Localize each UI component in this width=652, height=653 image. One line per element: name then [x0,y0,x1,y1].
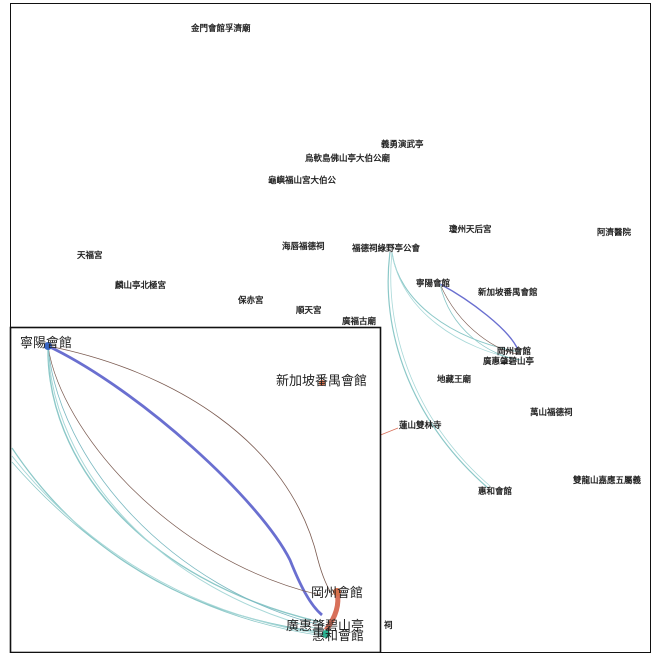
inset-label-ningyang: 寧陽會館 [20,335,72,351]
edge-ningyang-huiyi [439,283,521,361]
inset-label-huiyi: 廣惠肇碧山亭 [286,618,364,634]
label-fude: 福德祠綠野亭公會 [351,243,421,254]
label-huiyi: 廣惠肇碧山亭 [482,356,535,367]
inset-panel: 寧陽會館 新加坡番禺會館 岡州會館 廣惠肇碧山亭 惠和會館 [9,326,382,653]
label-haichun: 海唇福德祠 [282,241,325,252]
edge-ningyang-gangzhou-2 [439,283,519,355]
inset-edge-teal-left-2 [11,455,323,635]
label-linshan: 麟山亭北極宮 [115,280,167,291]
node-huihe [322,630,330,638]
label-wuyu: 烏軟島佛山亭大伯公廟 [305,153,391,164]
inset-edge-teal-3 [47,345,326,627]
label-shuanglong: 雙龍山嘉應五屬義 [573,475,642,486]
label-lianshan: 蓮山雙林寺 [399,420,442,431]
overview-labels: 金門會館孚濟廟 義勇演武亭 烏軟島佛山亭大伯公廟 龜嶼福山宮大伯公 瓊州天后宮 … [77,23,642,497]
edge-ningyang-gangzhou [439,283,519,351]
inset-edge-brown-2 [47,345,321,596]
label-panyu: 新加坡番禺會館 [478,287,538,298]
inset-edge-blue-main [47,344,323,617]
label-gangzhou: 岡州會館 [497,346,532,357]
overview-edges [377,251,523,489]
inset-edge-teal-left-3 [11,461,325,637]
label-guifu: 龜嶼福山宮大伯公 [268,175,337,186]
inset-edge-brown-1 [47,345,334,596]
label-qiongzhou: 瓊州天后宮 [449,224,492,235]
edge-fude-huiyi [391,251,523,361]
label-ningyang: 寧陽會館 [416,278,451,289]
label-dizang: 地藏王廟 [437,374,472,385]
edge-fude-huihe-2 [390,251,491,487]
label-ci-fragment: 祠 [384,620,393,631]
label-wanshan: 萬山福德祠 [530,407,573,418]
inset-labels: 寧陽會館 新加坡番禺會館 岡州會館 廣惠肇碧山亭 惠和會館 [20,335,367,644]
inset-nodes [44,342,341,638]
label-yiyong: 義勇演武亭 [381,139,424,150]
node-gangzhou [333,588,341,596]
label-shuntian: 順天宮 [295,305,322,316]
label-guangfu: 廣福古廟 [341,316,377,327]
node-ningyang [44,342,52,350]
node-panyu [319,380,325,386]
edge-lianshan [377,427,399,437]
label-hejin: 阿濟醫院 [597,227,632,238]
label-baochi: 保赤宮 [237,295,264,306]
label-jinmen: 金門會館孚濟廟 [190,23,251,34]
inset-edge-teal-2 [47,345,323,631]
inset-label-panyu: 新加坡番禺會館 [276,373,367,389]
inset-label-gangzhou: 岡州會館 [311,586,363,601]
inset-label-huihe: 惠和會館 [312,629,364,644]
label-huihe: 惠和會館 [478,486,513,497]
edge-fude-huihe [387,251,489,489]
label-tianfu: 天福宮 [77,250,103,261]
